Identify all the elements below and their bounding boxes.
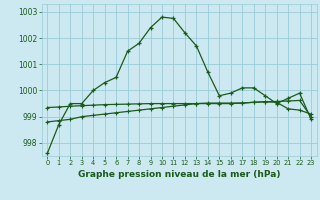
X-axis label: Graphe pression niveau de la mer (hPa): Graphe pression niveau de la mer (hPa) bbox=[78, 170, 280, 179]
